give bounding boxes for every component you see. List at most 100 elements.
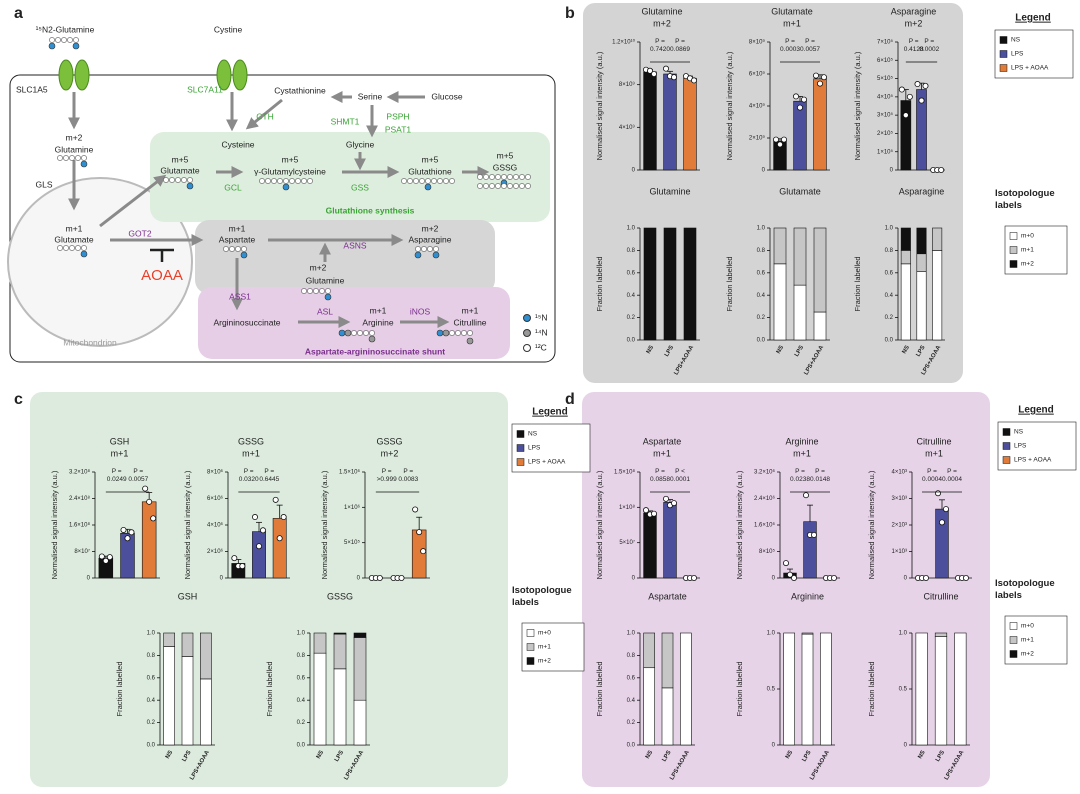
diagram-label: SLC7A11 bbox=[187, 84, 223, 94]
p-value: P = 0.0858 bbox=[650, 468, 670, 483]
atom bbox=[467, 330, 473, 336]
y-tick-label: 4×10⁶ bbox=[207, 522, 224, 529]
atom bbox=[301, 178, 307, 184]
atom bbox=[319, 288, 325, 294]
y-tick-label: 8×10⁷ bbox=[74, 548, 90, 555]
data-point bbox=[276, 535, 283, 542]
p-value: P = 0.0004 bbox=[922, 468, 942, 483]
atom bbox=[363, 330, 369, 336]
chart-subtitle: m+2 bbox=[653, 18, 671, 28]
p-value: P = 0.4128 bbox=[903, 38, 924, 53]
legend-label: NS bbox=[1014, 429, 1024, 436]
stack-segment bbox=[900, 263, 911, 341]
atom bbox=[483, 174, 489, 180]
stack-segment bbox=[313, 652, 327, 746]
atom bbox=[369, 330, 375, 336]
y-tick-label: 1.5×10⁸ bbox=[614, 469, 636, 476]
atom bbox=[277, 178, 283, 184]
data-point bbox=[797, 104, 804, 111]
diagram-label: GOT2 bbox=[128, 228, 151, 238]
p-value: P = >0.999 bbox=[376, 468, 397, 483]
stack-segment bbox=[181, 656, 194, 746]
y-tick-label: 3×10³ bbox=[891, 496, 907, 502]
stack-segment bbox=[783, 632, 795, 746]
stack-segment bbox=[353, 632, 367, 638]
p-value-holder: P = 0.7420 bbox=[650, 38, 670, 53]
iso-legend-swatch bbox=[1009, 636, 1018, 644]
diagram-label: m+1 bbox=[66, 223, 83, 233]
data-point bbox=[663, 495, 670, 502]
y-tick-label: 1.2×10¹⁰ bbox=[612, 39, 636, 46]
chart-subtitle: m+1 bbox=[111, 448, 129, 458]
bar bbox=[252, 531, 266, 579]
atom bbox=[519, 183, 525, 189]
y-tick-label: 0.8 bbox=[757, 248, 766, 254]
chart-subtitle: m+1 bbox=[925, 448, 943, 458]
legend-swatch bbox=[1002, 428, 1011, 436]
y-tick-label: 1×10⁸ bbox=[619, 504, 636, 511]
atom bbox=[295, 178, 301, 184]
p-value-holder: P = 0.0002 bbox=[919, 38, 939, 53]
iso-legend-swatch bbox=[1009, 232, 1018, 240]
diagram-label: m+1 bbox=[370, 305, 387, 315]
y-tick-label: 1.0 bbox=[767, 631, 776, 637]
y-tick-label: 1×10⁵ bbox=[877, 148, 894, 155]
y-tick-label: 1.0 bbox=[147, 631, 156, 637]
y-tick-label: 3.2×10⁸ bbox=[69, 469, 91, 476]
chart-subtitle: m+2 bbox=[905, 18, 923, 28]
atom bbox=[271, 178, 277, 184]
iso-legend-label: m+1 bbox=[1021, 637, 1034, 644]
data-point bbox=[150, 515, 157, 522]
stack-segment bbox=[661, 687, 674, 746]
y-tick-label: 1×10⁶ bbox=[344, 504, 361, 511]
y-tick-label: 0.4 bbox=[757, 293, 766, 299]
diagram-label: Glutamine bbox=[306, 275, 345, 285]
stack-segment bbox=[820, 632, 832, 746]
atom bbox=[163, 177, 169, 183]
atom bbox=[525, 183, 531, 189]
diagram-label: AOAA bbox=[141, 267, 183, 284]
atom bbox=[61, 37, 67, 43]
data-point bbox=[643, 507, 650, 514]
x-tick-label: LPS bbox=[662, 750, 673, 763]
stack-segment bbox=[813, 311, 827, 341]
data-point bbox=[146, 498, 153, 505]
stack-segment bbox=[934, 636, 948, 746]
p-value: P = 0.0057 bbox=[128, 468, 149, 483]
y-axis-label: Fraction labelled bbox=[735, 661, 744, 716]
chart-title: GSH bbox=[178, 591, 198, 601]
y-tick-label: 0.4 bbox=[627, 698, 636, 704]
diagram-label: ¹⁵N2-Glutamine bbox=[36, 24, 95, 34]
chart-title: GSSG bbox=[327, 591, 353, 601]
legend-swatch bbox=[1002, 442, 1011, 450]
y-axis-label: Fraction labelled bbox=[265, 661, 274, 716]
y-tick-label: 3×10⁵ bbox=[877, 112, 894, 119]
diagram-label: ASL bbox=[317, 306, 333, 316]
atom bbox=[351, 330, 357, 336]
x-tick-label: LPS bbox=[935, 750, 946, 763]
atom bbox=[461, 330, 467, 336]
y-tick-label: 0.4 bbox=[885, 293, 894, 299]
atom bbox=[57, 155, 63, 161]
y-tick-label: 0.8 bbox=[627, 653, 636, 659]
p-value-holder: P = 0.0148 bbox=[810, 468, 830, 483]
diagram-label: CTH bbox=[256, 111, 273, 121]
chart-subtitle: m+2 bbox=[381, 448, 399, 458]
atom bbox=[427, 246, 433, 252]
data-point bbox=[691, 77, 698, 84]
legend-label: LPS bbox=[1011, 51, 1024, 58]
data-point bbox=[671, 74, 678, 81]
y-axis-label: Normalised signal intensity (a.u.) bbox=[735, 470, 744, 579]
diagram-label: Aspartate-argininosuccinate shunt bbox=[305, 346, 445, 356]
y-tick-label: 0.2 bbox=[297, 720, 306, 726]
data-point bbox=[777, 141, 784, 148]
legend-label: NS bbox=[1011, 37, 1021, 44]
atom-14n bbox=[442, 329, 450, 337]
atom bbox=[449, 178, 455, 184]
legend-swatch bbox=[516, 458, 525, 466]
x-tick-label: LPS bbox=[916, 345, 927, 358]
atom bbox=[431, 178, 437, 184]
stack-segment bbox=[643, 632, 655, 669]
legend-label: LPS bbox=[528, 445, 541, 452]
atom bbox=[325, 288, 331, 294]
